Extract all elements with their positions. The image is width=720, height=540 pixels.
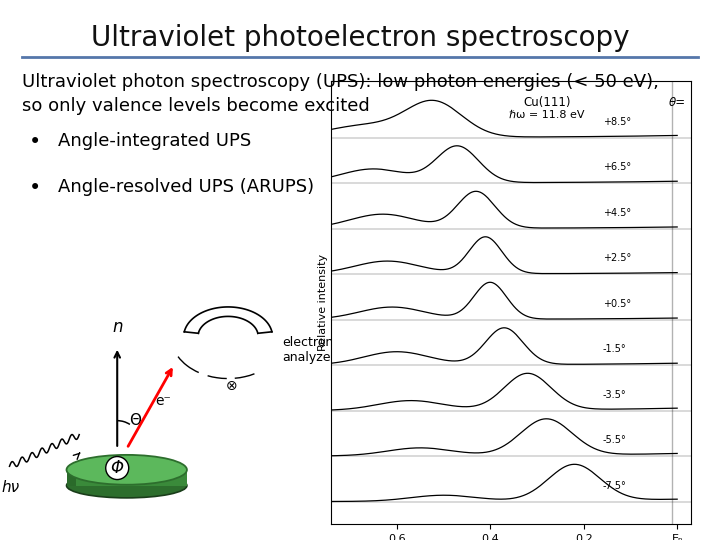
Text: electron
analyzer: electron analyzer: [282, 336, 336, 365]
Text: -1.5°: -1.5°: [603, 344, 626, 354]
Text: e⁻: e⁻: [156, 394, 171, 408]
Text: •: •: [29, 178, 41, 198]
Text: +4.5°: +4.5°: [603, 208, 631, 218]
Text: hν: hν: [1, 480, 19, 495]
Text: Angle-resolved UPS (ARUPS): Angle-resolved UPS (ARUPS): [58, 178, 314, 196]
Text: +8.5°: +8.5°: [603, 117, 631, 127]
Text: -5.5°: -5.5°: [603, 435, 626, 445]
Text: +0.5°: +0.5°: [603, 299, 631, 309]
Y-axis label: Relative intensity: Relative intensity: [318, 254, 328, 351]
Text: Angle-integrated UPS: Angle-integrated UPS: [58, 132, 251, 150]
Text: +2.5°: +2.5°: [603, 253, 631, 263]
Text: ⊗: ⊗: [225, 379, 237, 393]
Text: Ultraviolet photon spectroscopy (UPS): low photon energies (< 50 eV),: Ultraviolet photon spectroscopy (UPS): l…: [22, 73, 659, 91]
Text: so only valence levels become excited: so only valence levels become excited: [22, 97, 369, 115]
Text: θ=: θ=: [669, 97, 685, 110]
Text: Θ: Θ: [129, 413, 140, 428]
Text: ℏω = 11.8 eV: ℏω = 11.8 eV: [510, 110, 585, 120]
Text: +6.5°: +6.5°: [603, 162, 631, 172]
Text: Φ: Φ: [111, 459, 124, 477]
Text: -7.5°: -7.5°: [603, 481, 626, 491]
Ellipse shape: [66, 455, 187, 485]
Text: -3.5°: -3.5°: [603, 390, 626, 400]
Text: n: n: [112, 319, 122, 336]
Ellipse shape: [66, 473, 187, 498]
Text: Cu(111): Cu(111): [523, 97, 571, 110]
Text: •: •: [29, 132, 41, 152]
Bar: [66, 470, 76, 485]
Bar: [66, 470, 187, 485]
Text: Ultraviolet photoelectron spectroscopy: Ultraviolet photoelectron spectroscopy: [91, 24, 629, 52]
